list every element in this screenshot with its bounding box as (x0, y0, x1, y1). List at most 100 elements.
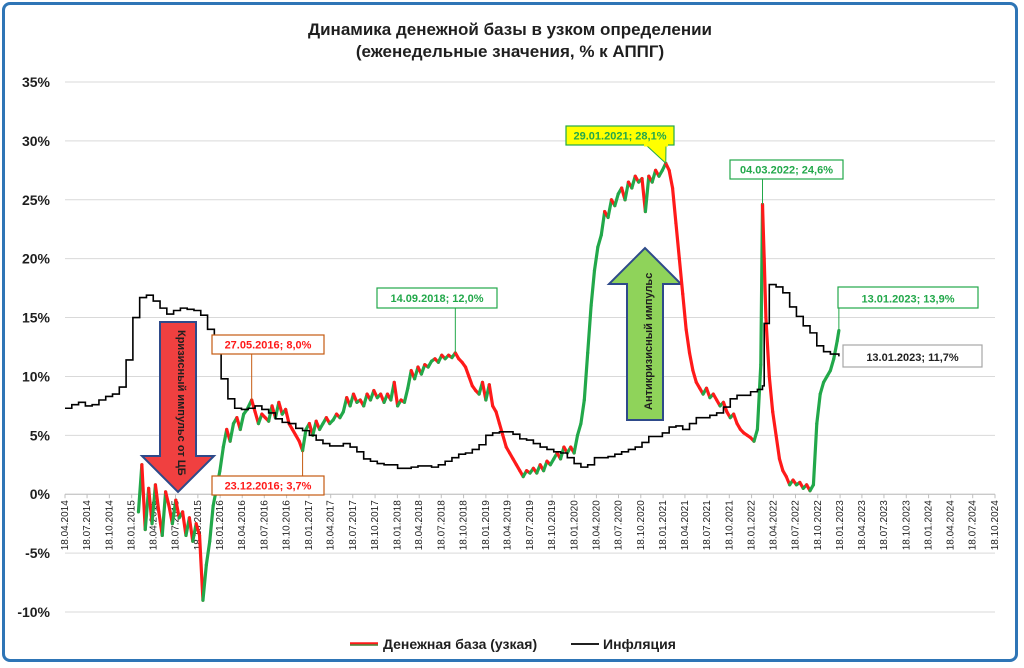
y-axis: -10% -5% 0% 5% 10% 15% 20% 25% 30% 35% (17, 74, 50, 620)
x-axis: 18.04.2014 18.07.2014 18.10.2014 18.01.2015… (60, 494, 1001, 550)
money-base-segment (208, 504, 215, 543)
money-base-segment (732, 412, 739, 426)
crisis-arrow-label: Кризисный импульс от ЦБ (175, 330, 187, 476)
x-tick-label: 18.04.2023 (857, 500, 868, 550)
money-base-segment (764, 315, 771, 379)
money-base-segment (589, 268, 597, 308)
money-base-segment (613, 192, 620, 208)
x-tick-label: 18.01.2020 (569, 500, 580, 550)
annotation-callout-tail (644, 144, 667, 165)
y-tick-label: 15% (22, 310, 51, 326)
x-tick-label: 18.04.2022 (768, 500, 779, 550)
x-tick-label: 18.07.2018 (436, 500, 447, 550)
annotation-callout-joint (644, 143, 668, 147)
legend-label-inflation: Инфляция (603, 636, 676, 652)
money-base-segment (463, 365, 471, 379)
x-tick-label: 18.10.2014 (104, 500, 115, 550)
money-base-segment (582, 351, 590, 402)
anticrisis-arrow-label: Антикризисный импульс (643, 273, 655, 410)
money-base-segment (674, 221, 681, 261)
money-base-segment (760, 202, 766, 261)
legend-label-money-base: Денежная база (узкая) (383, 636, 537, 652)
annotation-label: 27.05.2016; 8,0% (225, 340, 312, 352)
money-base-segment (670, 186, 678, 225)
annotation-box (376, 287, 498, 309)
annotations: 27.05.2016; 8,0% 23.12.2016; 3,7% 14.09.20… (211, 125, 983, 496)
annotation-box (565, 125, 675, 146)
money-base-segment (153, 483, 161, 514)
money-base-segment (218, 445, 225, 473)
x-tick-label: 18.04.2020 (591, 500, 602, 550)
x-tick-label: 18.01.2019 (481, 500, 492, 550)
x-tick-label: 18.04.2017 (326, 500, 337, 550)
money-base-segment (419, 363, 427, 376)
annotation-box (842, 344, 983, 368)
x-tick-label: 18.07.2023 (879, 500, 890, 550)
money-base-segment (572, 433, 580, 455)
anticrisis-arrow: Антикризисный импульс (606, 246, 684, 421)
x-tick-label: 18.07.2019 (525, 500, 536, 550)
money-base-segment (575, 421, 583, 437)
y-tick-label: 5% (30, 427, 51, 443)
x-tick-label: 18.01.2017 (304, 500, 315, 550)
money-base-segment (606, 198, 614, 220)
x-tick-label: 18.04.2019 (503, 500, 514, 550)
money-base-segment (684, 327, 692, 355)
x-tick-label: 18.04.2015 (148, 500, 159, 550)
legend: Денежная база (узкая) Инфляция (350, 636, 676, 652)
money-base-segment (767, 374, 775, 414)
x-tick-label: 18.10.2024 (990, 500, 1001, 550)
money-base-segment (284, 407, 291, 426)
money-base-segment (681, 292, 688, 331)
annotation-label: 23.12.2016; 3,7% (225, 481, 312, 493)
money-base-segment (818, 380, 826, 396)
money-base-segment (392, 380, 400, 408)
y-tick-label: -10% (17, 604, 50, 620)
x-tick-label: 18.01.2016 (215, 500, 226, 550)
x-tick-label: 18.10.2015 (193, 500, 204, 550)
money-base-segment (238, 412, 246, 432)
chart-subtitle: (еженедельные значения, % к АППГ) (356, 42, 664, 61)
money-base-segment (677, 257, 685, 296)
money-base-segment (228, 421, 236, 443)
money-base-segment (762, 257, 768, 320)
money-base-segment (586, 304, 593, 355)
x-tick-label: 18.01.2018 (392, 500, 403, 550)
x-tick-label: 18.04.2014 (60, 500, 71, 550)
money-base-segment (687, 351, 695, 373)
money-base-segment (828, 357, 836, 373)
money-base-segment (402, 386, 410, 404)
x-tick-label: 18.04.2021 (680, 500, 691, 550)
money-base-segment (501, 433, 508, 449)
annotation-label: 14.09.2018; 12,0% (391, 293, 484, 305)
money-base-segment (752, 427, 760, 443)
inflation-line (65, 283, 840, 470)
gridlines (65, 81, 995, 613)
x-tick-label: 18.04.2016 (237, 500, 248, 550)
annotation-label: 29.01.2021; 28,1% (574, 131, 667, 143)
x-tick-label: 18.10.2018 (459, 500, 470, 550)
y-tick-label: 0% (30, 486, 51, 502)
money-base-segment (771, 410, 778, 437)
x-tick-label: 18.01.2021 (658, 500, 669, 550)
money-base-segment (201, 563, 208, 602)
y-tick-label: 10% (22, 368, 51, 384)
annotation-label: 13.01.2023; 13,9% (862, 294, 955, 306)
money-base-segment (487, 383, 495, 408)
x-tick-label: 18.07.2016 (259, 500, 270, 550)
x-tick-label: 18.10.2017 (370, 500, 381, 550)
money-base-segment (623, 180, 631, 202)
x-tick-label: 18.01.2024 (924, 500, 935, 550)
y-tick-label: 20% (22, 251, 51, 267)
money-base-segment (643, 174, 651, 214)
x-tick-label: 18.07.2014 (82, 500, 93, 550)
x-tick-label: 18.07.2024 (968, 500, 979, 550)
money-base-segment (832, 339, 839, 361)
money-base-segment (811, 421, 819, 487)
money-base-segment (494, 410, 502, 426)
money-base-segment (300, 427, 308, 453)
y-tick-label: 35% (22, 74, 51, 90)
money-base-segment (250, 398, 257, 414)
x-tick-label: 18.01.2023 (835, 500, 846, 550)
